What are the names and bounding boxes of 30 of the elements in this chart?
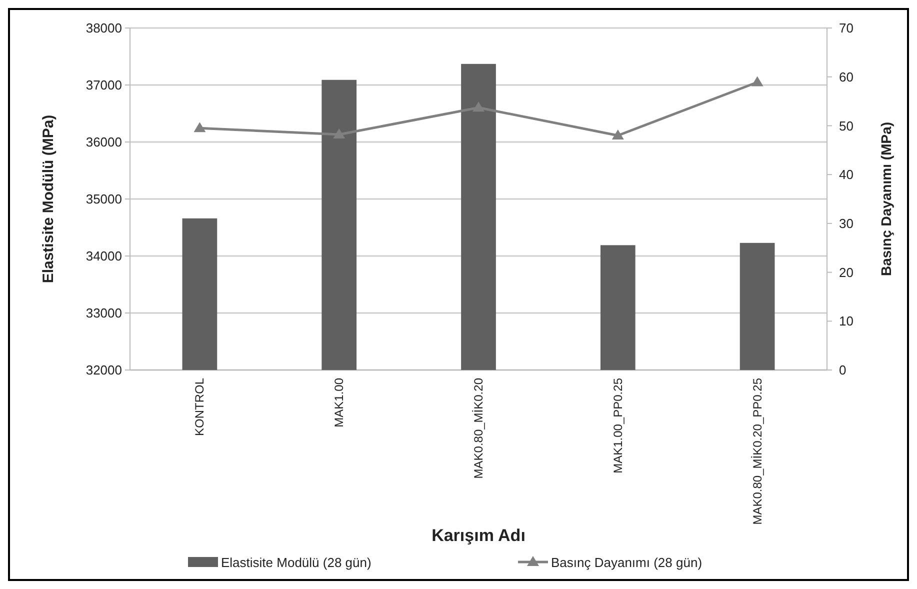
point (333, 128, 346, 139)
y2-tick-label: 50 (839, 118, 854, 134)
y2-axis-title: Basınç Dayanımı (MPa) (878, 122, 894, 276)
y2-tick-label: 10 (839, 314, 854, 329)
y2-tick-label: 30 (839, 216, 854, 231)
x-axis-title: Karışım Adı (432, 526, 526, 545)
y2-tick-label: 40 (839, 167, 854, 182)
y-axis-title: Elastisite Modülü (MPa) (40, 114, 57, 284)
x-tick-label: MAK0.80_MİK0.20_PP0.25 (750, 378, 764, 525)
y-tick-label: 35000 (86, 192, 122, 207)
y2-tick-label: 70 (839, 20, 854, 36)
point (612, 129, 624, 140)
y2-tick-label: 60 (839, 69, 854, 84)
legend-label: Basınç Dayanımı (28 gün) (551, 555, 702, 570)
x-tick-label: MAK0.80_MİK0.20 (472, 378, 486, 479)
x-tick-label: KONTROL (192, 378, 207, 436)
legend-label: Elastisite Modülü (28 gün) (221, 555, 372, 570)
y-tick-label: 33000 (86, 306, 122, 321)
y-tick-label: 37000 (86, 78, 122, 93)
point (751, 76, 764, 86)
y-tick-label: 36000 (86, 134, 122, 150)
y2-tick-label: 0 (839, 362, 846, 378)
y2-tick-label: 20 (839, 264, 854, 280)
y-tick-label: 38000 (86, 20, 122, 36)
y-tick-label: 32000 (86, 362, 122, 378)
x-tick-label: MAK1.00 (332, 378, 346, 428)
x-tick-label: MAK1.00_PP0.25 (610, 378, 625, 474)
point (194, 122, 206, 132)
point (472, 102, 484, 112)
y-tick-label: 34000 (86, 248, 122, 264)
